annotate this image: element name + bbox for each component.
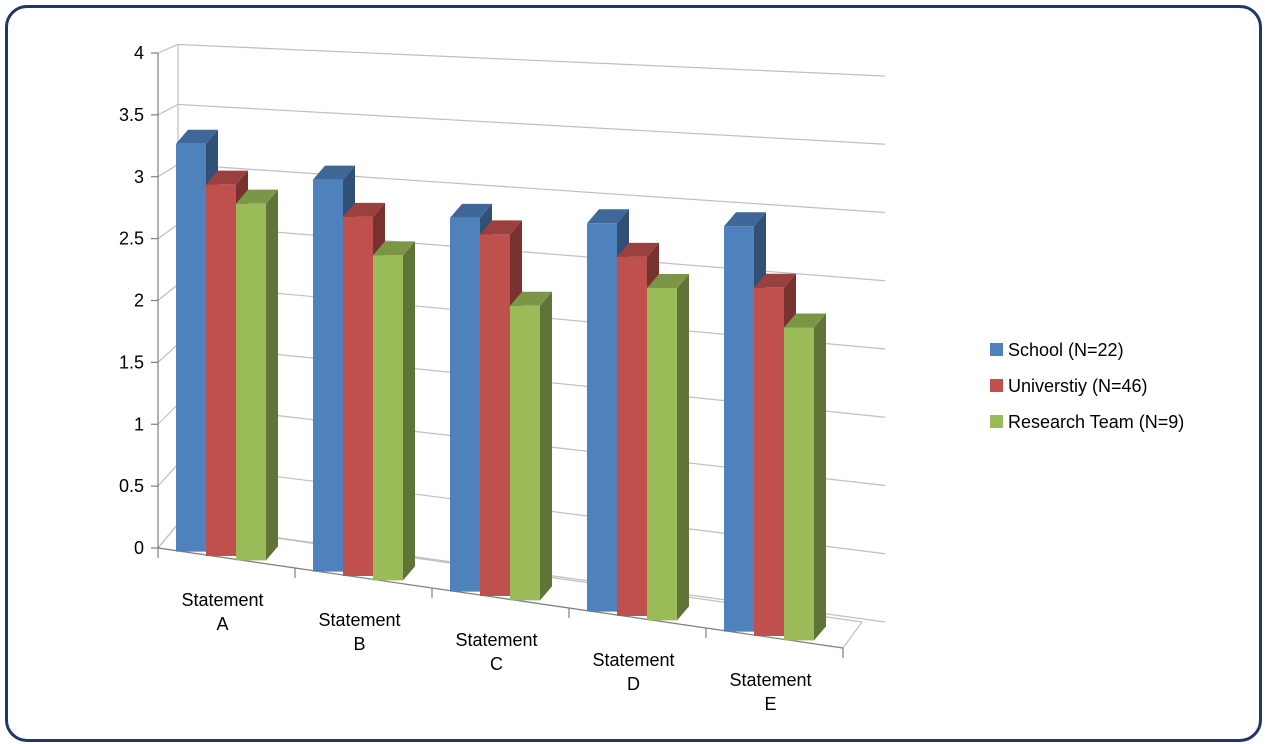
bar [236,189,278,561]
gridline [177,103,886,145]
side-gridline [157,163,179,178]
bar-front [510,305,540,601]
y-tick-label: 0 [134,538,144,558]
bar-side [540,291,552,601]
bar-top [450,203,492,218]
side-gridline [157,343,179,363]
y-tick-label: 2 [134,291,144,311]
legend-swatch [990,343,1003,356]
legend-swatch [990,415,1003,428]
bar-front [647,288,677,621]
legend: School (N=22) Universtiy (N=46) Research T… [990,340,1184,432]
bar-front [176,143,206,552]
category-label: Statement C [455,630,537,674]
legend-swatch [990,379,1003,392]
category-label: Statement A [181,590,263,634]
bar-top [206,170,248,185]
y-tick-label: 4 [134,43,144,63]
y-tick-label: 3 [134,167,144,187]
side-gridline [157,403,179,425]
bar-top [236,189,278,204]
side-gridline [157,523,179,549]
bar-top [176,129,218,144]
x-axis: Statement A Statement B Statement C Statement D… [157,547,844,714]
legend-label: Research Team (N=9) [1008,412,1184,432]
bar-front [784,327,814,641]
bar-side [266,189,278,561]
bar-front [587,223,617,612]
y-tick-label: 2.5 [119,229,144,249]
bar-top [373,241,415,256]
y-tick-label: 3.5 [119,105,144,125]
bar-front [754,287,784,637]
bar-top [343,202,385,217]
bar-front [313,179,343,572]
bar-front [724,226,754,632]
bar-front [450,217,480,592]
side-gridline [157,103,179,116]
legend-label: Universtiy (N=46) [1008,376,1148,396]
bar-front [236,203,266,561]
legend-label: School (N=22) [1008,340,1124,360]
side-gridline [157,43,179,54]
gridline [177,223,886,282]
bar-front [373,255,403,581]
bar-top [647,274,689,289]
bar-front [206,184,236,557]
bar-side [814,313,826,641]
bar-top [313,165,355,180]
side-gridline [157,463,179,487]
gridline [177,43,886,77]
bar-top [480,220,522,235]
bar [373,241,415,581]
bar-top [587,209,629,224]
side-wall-edge [157,44,179,549]
bar-top [754,273,796,288]
y-tick-label: 0.5 [119,476,144,496]
side-gridline [157,223,179,240]
bar [510,291,552,601]
bar-side [403,241,415,581]
category-label: Statement D [592,650,674,694]
bar [784,313,826,641]
y-tick-label: 1.5 [119,352,144,372]
bar-front [617,256,647,617]
bars [176,129,826,641]
bar-front [343,216,373,577]
bar-side [677,274,689,621]
bar-top [784,313,826,328]
bar-front [480,234,510,597]
y-axis: 0 0.5 1 1.5 2 2.5 3 3.5 4 [119,43,159,558]
bar-top [724,212,766,227]
gridline [177,163,886,214]
category-label: Statement B [318,610,400,654]
bar [647,274,689,621]
side-gridline [157,283,179,301]
category-label: Statement E [729,670,811,714]
bar-top [617,242,659,257]
bar-top [510,291,552,306]
y-tick-label: 1 [134,414,144,434]
